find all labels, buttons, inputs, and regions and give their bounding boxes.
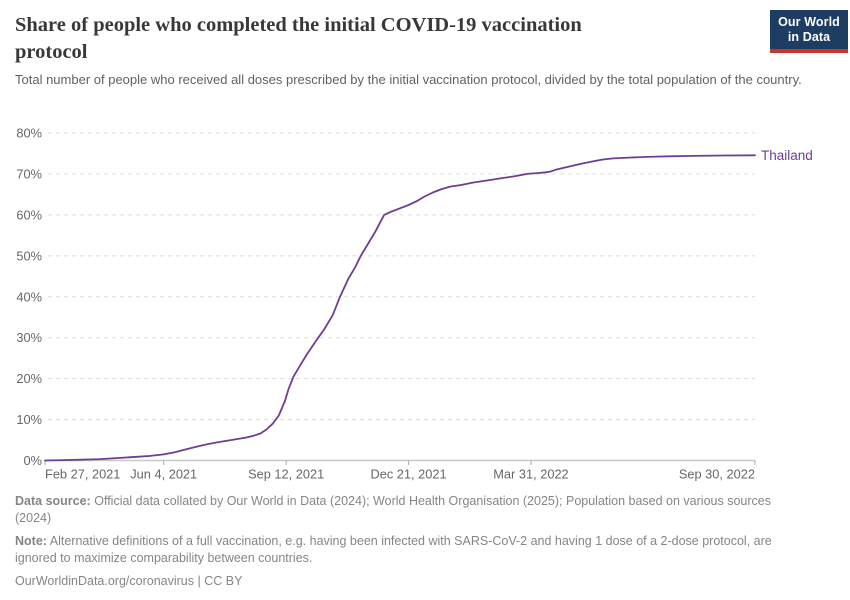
owid-logo-line2: in Data [787,30,831,44]
y-axis-label-70: 70% [16,166,42,181]
y-axis-label-10: 10% [16,412,42,427]
citation-license[interactable]: CC BY [204,574,243,588]
x-axis-label-0: Feb 27, 2021 [45,467,120,482]
x-axis-label-97: Jun 4, 2021 [130,467,197,482]
footer-datasource-label: Data source: [15,494,91,508]
series-line-thailand [44,154,756,462]
x-axis-label-197: Sep 12, 2021 [248,467,324,482]
citation-url-link[interactable]: OurWorldinData.org/coronavirus [15,574,195,588]
chart-footer: Data source: Official data collated by O… [15,493,820,596]
page-subtitle: Total number of people who received all … [15,72,802,87]
footer-note-label: Note: [15,534,47,548]
y-axis-label-40: 40% [16,289,42,304]
footer-citation: OurWorldinData.org/coronavirus | CC BY [15,573,820,590]
chart-canvas: 0% 10% 20% 30% 40% 50% 60% 70% 80% Feb 27, 2021 Ju… [16,126,813,482]
y-axis-label-60: 60% [16,207,42,222]
y-axis-label-0: 0% [24,453,43,468]
series-label-thailand: Thailand [761,148,813,163]
y-axis-label-50: 50% [16,248,42,263]
footer-note-text: Alternative definitions of a full vaccin… [15,534,772,565]
y-axis-label-80: 80% [16,126,42,141]
footer-datasource-text: Official data collated by Our World in D… [15,494,771,525]
y-axis-label-30: 30% [16,330,42,345]
x-axis-label-397: Mar 31, 2022 [493,467,568,482]
owid-logo-line1: Our World [778,15,840,29]
y-axis-label-20: 20% [16,371,42,386]
citation-separator: | [197,574,201,588]
footer-note: Note: Alternative definitions of a full … [15,533,803,567]
owid-logo[interactable]: Our World in Data [770,10,848,53]
x-axis-label-297: Dec 21, 2021 [370,467,446,482]
page-title: Share of people who completed the initia… [15,14,582,63]
footer-datasource: Data source: Official data collated by O… [15,493,810,527]
x-axis-label-580: Sep 30, 2022 [679,467,755,482]
